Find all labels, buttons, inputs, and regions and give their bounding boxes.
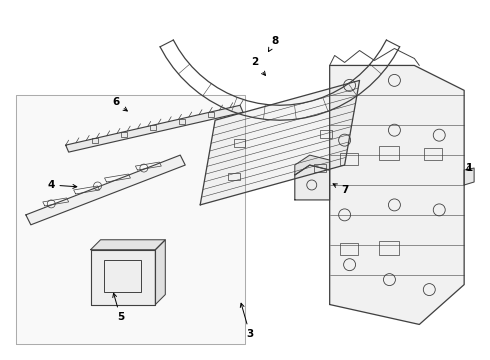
Bar <box>379 146 399 160</box>
Polygon shape <box>295 165 330 200</box>
Polygon shape <box>26 155 185 225</box>
Text: 2: 2 <box>251 58 266 75</box>
Polygon shape <box>91 240 165 250</box>
Bar <box>340 153 358 165</box>
Polygon shape <box>200 80 360 205</box>
Bar <box>150 125 156 130</box>
Text: 4: 4 <box>47 180 77 190</box>
Bar <box>92 139 98 144</box>
Polygon shape <box>155 240 165 305</box>
Bar <box>208 112 214 117</box>
Bar <box>314 163 326 171</box>
Text: 3: 3 <box>240 303 254 339</box>
Bar <box>227 172 240 180</box>
Bar <box>121 132 127 137</box>
Bar <box>379 241 399 255</box>
Text: 5: 5 <box>113 293 124 323</box>
Bar <box>320 130 332 138</box>
Text: 1: 1 <box>466 163 473 173</box>
Bar <box>179 118 185 123</box>
Bar <box>340 243 358 255</box>
Bar <box>103 260 142 292</box>
Text: 7: 7 <box>333 184 348 195</box>
Polygon shape <box>16 95 245 345</box>
Polygon shape <box>464 168 474 185</box>
Polygon shape <box>66 105 243 152</box>
Bar <box>424 148 442 160</box>
Bar <box>234 139 245 147</box>
Text: 6: 6 <box>112 97 127 111</box>
Polygon shape <box>330 66 464 324</box>
Polygon shape <box>91 250 155 305</box>
Text: 8: 8 <box>269 36 278 51</box>
Polygon shape <box>295 155 330 175</box>
